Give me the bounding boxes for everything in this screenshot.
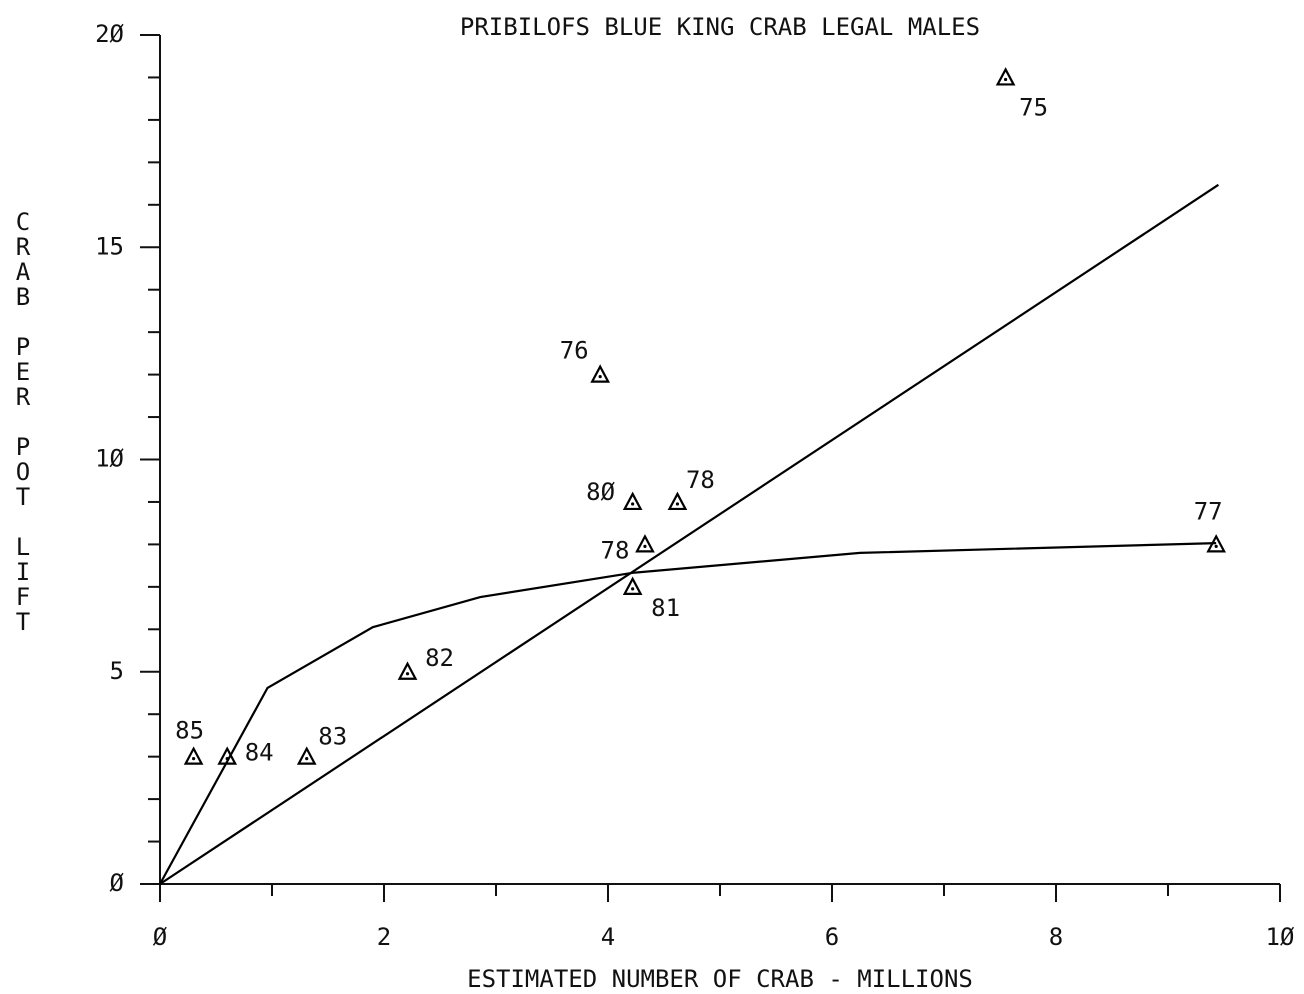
y-tick-label: 5 xyxy=(110,657,124,685)
point-dot xyxy=(631,502,635,506)
point-label: 78 xyxy=(601,536,630,564)
x-tick-label: Ø xyxy=(153,923,168,951)
point xyxy=(622,576,643,595)
point-label: 83 xyxy=(318,723,347,751)
point-dot xyxy=(1214,544,1218,549)
point xyxy=(590,364,610,383)
point-dot xyxy=(598,375,602,379)
point xyxy=(635,534,655,553)
point xyxy=(296,746,317,765)
line xyxy=(159,542,1217,885)
point xyxy=(183,746,204,765)
y-tick-label: 2Ø xyxy=(95,20,124,48)
y-axis-label: CRAB PER POT LIFT xyxy=(9,208,37,633)
point-label: 78 xyxy=(686,466,715,494)
x-axis-label: ESTIMATED NUMBER OF CRAB - MILLIONS xyxy=(467,965,973,993)
point xyxy=(667,491,688,511)
point-label: 81 xyxy=(651,594,680,622)
point-dot xyxy=(305,757,309,761)
point-label: 76 xyxy=(560,337,589,365)
x-tick-label: 8 xyxy=(1049,923,1063,951)
y-tick-label: 15 xyxy=(95,232,124,260)
line xyxy=(159,183,1220,885)
x-tick-label: 6 xyxy=(825,923,839,951)
y-tick-label: 1Ø xyxy=(95,445,124,473)
point-dot xyxy=(631,587,635,591)
y-tick-label: Ø xyxy=(110,869,125,897)
point xyxy=(397,661,418,680)
point xyxy=(622,491,643,511)
point-dot xyxy=(1004,77,1008,82)
point-label: 82 xyxy=(425,644,454,672)
point-dot xyxy=(405,672,410,676)
point-label: 8Ø xyxy=(586,478,615,506)
x-tick-label: 1Ø xyxy=(1266,923,1295,951)
point-label: 84 xyxy=(245,739,274,767)
x-tick-label: 4 xyxy=(601,923,615,951)
point-dot xyxy=(192,757,196,761)
point xyxy=(995,67,1016,86)
chart-title: PRIBILOFS BLUE KING CRAB LEGAL MALES xyxy=(460,13,980,41)
point-dot xyxy=(675,502,680,506)
point-dot xyxy=(643,544,647,549)
point-label: 85 xyxy=(175,717,204,745)
point-label: 77 xyxy=(1194,497,1223,525)
x-tick-label: 2 xyxy=(377,923,391,951)
point-label: 75 xyxy=(1019,93,1048,121)
